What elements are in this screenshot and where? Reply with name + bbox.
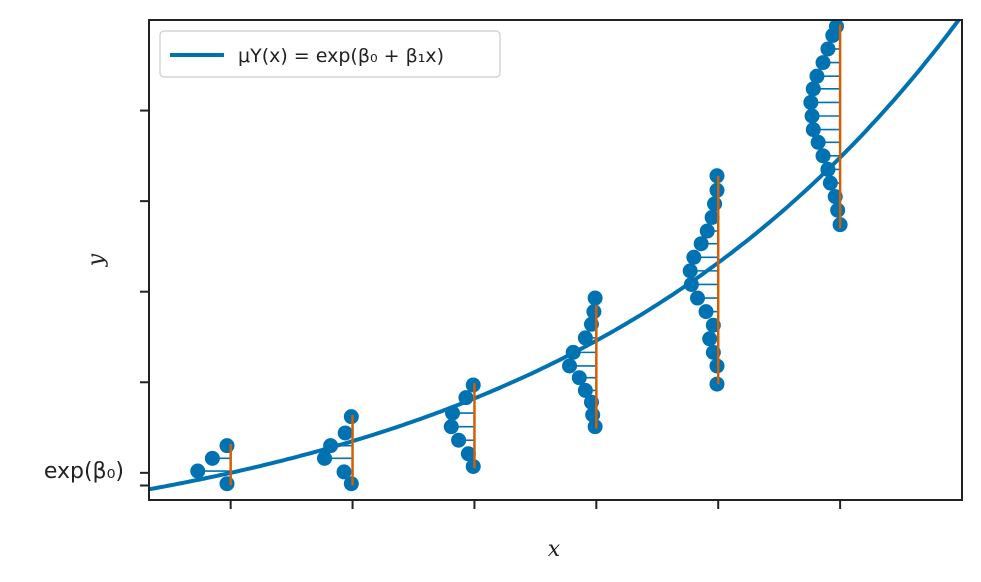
data-point-4-7 — [704, 209, 720, 225]
data-point-4-12 — [702, 331, 718, 347]
x-axis-label: x — [548, 537, 561, 562]
data-point-4-1 — [683, 276, 699, 292]
legend: μY(x) = exp(β₀ + β₁x) — [159, 30, 501, 78]
y-axis-label: y — [84, 253, 109, 267]
legend-entry: μY(x) = exp(β₀ + β₁x) — [238, 45, 444, 67]
y-tick-label-exp-beta0: exp(β₀) — [44, 459, 124, 484]
data-point-5-8 — [820, 41, 836, 57]
data-point-3-0 — [562, 358, 578, 374]
data-point-1-2 — [337, 425, 353, 441]
data-point-2-3 — [458, 390, 474, 406]
data-point-0-0 — [190, 463, 206, 479]
data-point-1-1 — [323, 438, 339, 454]
data-point-5-9 — [820, 161, 836, 177]
data-point-5-1 — [804, 108, 820, 124]
data-point-3-1 — [565, 344, 581, 360]
data-point-3-2 — [571, 370, 587, 386]
data-point-5-7 — [815, 148, 831, 164]
data-point-4-2 — [686, 249, 702, 265]
data-point-4-6 — [699, 223, 715, 239]
data-point-5-5 — [810, 134, 826, 150]
data-point-3-7 — [577, 382, 593, 398]
data-point-0-3 — [219, 476, 235, 492]
data-point-5-11 — [822, 175, 838, 191]
data-point-5-3 — [805, 122, 821, 138]
data-point-4-3 — [693, 236, 709, 252]
data-point-5-0 — [803, 94, 819, 110]
data-point-4-0 — [682, 263, 698, 279]
data-point-4-5 — [698, 304, 714, 320]
data-point-0-2 — [219, 438, 235, 454]
plot-content — [149, 20, 962, 492]
x-ticks — [229, 500, 842, 509]
group-5 — [803, 20, 848, 233]
group-1 — [317, 409, 359, 492]
data-point-5-14 — [830, 202, 846, 218]
group-4 — [682, 168, 725, 392]
data-point-1-4 — [336, 464, 352, 480]
data-point-3-6 — [587, 290, 603, 306]
group-0 — [190, 438, 235, 492]
data-point-5-12 — [828, 20, 844, 34]
data-point-5-2 — [805, 81, 821, 97]
y-ticks — [140, 109, 149, 487]
data-point-2-0 — [443, 419, 459, 435]
data-point-2-1 — [451, 432, 467, 448]
plot-frame — [148, 19, 963, 501]
data-point-1-0 — [317, 450, 333, 466]
data-point-3-3 — [577, 330, 593, 346]
data-point-5-6 — [815, 55, 831, 71]
data-point-0-1 — [204, 450, 220, 466]
data-point-2-2 — [445, 405, 461, 421]
plot-background — [149, 20, 962, 500]
data-point-4-4 — [690, 290, 706, 306]
data-point-3-5 — [586, 304, 602, 320]
group-2 — [443, 377, 481, 474]
group-3 — [562, 290, 603, 435]
data-point-4-9 — [707, 196, 723, 212]
data-point-5-4 — [809, 68, 825, 84]
data-point-2-5 — [460, 446, 476, 462]
legend-box — [159, 30, 501, 78]
